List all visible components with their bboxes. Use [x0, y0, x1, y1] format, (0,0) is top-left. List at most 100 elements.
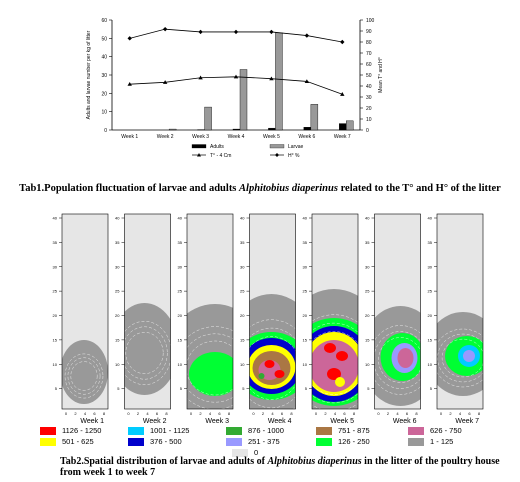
legend-item: 876 - 1000 — [226, 426, 284, 436]
point-marker — [304, 79, 310, 84]
legend-label: Larvae — [288, 144, 304, 150]
x-tick-label: 6 — [406, 411, 409, 416]
category-label: Week 7 — [334, 134, 351, 140]
left-tick-label: 30 — [101, 73, 107, 79]
y-tick-label: 30 — [178, 264, 183, 269]
legend-label: 876 - 1000 — [248, 426, 284, 435]
x-tick-label: 2 — [387, 411, 390, 416]
right-tick-label: 10 — [366, 117, 372, 123]
panel-2: 40 35 30 25 20 15 10 5 0 2 4 6 8 Week 2 — [115, 213, 171, 425]
y-tick-label: 30 — [115, 264, 120, 269]
chart-legend: Adults Larvae T° - 4 Cm H° % — [191, 144, 304, 159]
y-tick-label: 25 — [365, 289, 370, 294]
x-tick-label: 6 — [281, 411, 284, 416]
panel-3: 40 35 30 25 20 15 10 5 0 2 4 6 8 Week 3 — [178, 213, 234, 425]
legend-swatch — [269, 144, 285, 149]
y-tick-label: 30 — [428, 264, 433, 269]
y-tick-label: 40 — [178, 216, 183, 221]
x-tick-label: 0 — [377, 411, 380, 416]
point-marker — [198, 29, 203, 35]
x-tick-label: 4 — [334, 411, 337, 416]
x-tick-label: 4 — [459, 411, 462, 416]
density-region — [274, 370, 285, 378]
legend-label: 1 - 125 — [430, 437, 454, 446]
bar-adults — [232, 128, 241, 131]
right-tick-label: 40 — [366, 84, 372, 90]
category-label: Week 3 — [192, 134, 209, 140]
contour-line — [249, 319, 296, 409]
contour-line — [249, 327, 296, 409]
x-tick-label: 0 — [440, 411, 443, 416]
x-tick-label: 0 — [252, 411, 255, 416]
contour-line — [437, 333, 483, 383]
contour-line — [441, 338, 483, 378]
legend-swatch — [408, 427, 424, 436]
y-tick-label: 30 — [303, 264, 308, 269]
bar-adults — [268, 127, 276, 131]
y-tick-label: 35 — [240, 240, 245, 245]
panel-frame — [124, 213, 171, 410]
y-tick-label: 35 — [365, 240, 370, 245]
legend-label: 1001 - 1125 — [150, 426, 190, 435]
x-tick-label: 6 — [218, 411, 221, 416]
legend-label: Adults — [210, 144, 224, 150]
x-tick-label: 2 — [137, 411, 140, 416]
y-tick-label: 10 — [178, 362, 183, 367]
contour-line — [124, 326, 168, 380]
contour-line — [64, 353, 104, 399]
legend-swatch — [191, 144, 207, 149]
y-tick-label: 20 — [240, 313, 245, 318]
right-tick-label: 50 — [366, 73, 372, 79]
category-label: Week 2 — [157, 134, 174, 140]
y-tick-label: 20 — [53, 313, 58, 318]
panel-density — [374, 306, 421, 406]
contour-line — [187, 333, 233, 403]
y-tick-label: 15 — [303, 337, 308, 342]
x-tick-label: 4 — [271, 411, 274, 416]
panel-frame — [249, 213, 296, 410]
y-tick-label: 10 — [365, 362, 370, 367]
line-t-4-cm — [129, 76, 343, 95]
right-tick-label: 100 — [366, 18, 375, 24]
category-label: Week 6 — [298, 134, 315, 140]
y-tick-label: 35 — [178, 240, 183, 245]
x-tick-label: 2 — [262, 411, 265, 416]
x-tick-label: 4 — [84, 411, 87, 416]
caption1-species: Alphitobius diaperinus — [239, 183, 338, 194]
x-tick-label: 8 — [290, 411, 293, 416]
bar-adults — [339, 123, 347, 131]
density-region — [463, 350, 475, 362]
y-tick-label: 25 — [115, 289, 120, 294]
x-tick-label: 0 — [127, 411, 130, 416]
density-region — [324, 343, 336, 353]
y-tick-label: 35 — [303, 240, 308, 245]
bar-larvae — [346, 120, 354, 131]
legend-item: 751 - 875 — [316, 426, 370, 436]
y-tick-label: 10 — [240, 362, 245, 367]
legend-item: 0 — [232, 448, 258, 458]
legend-swatch — [408, 438, 424, 447]
legend-item: 626 - 750 — [408, 426, 462, 436]
y-tick-label: 35 — [428, 240, 433, 245]
panel-week-label: Week 3 — [205, 418, 229, 425]
density-region — [397, 348, 414, 368]
chart-bars — [168, 32, 354, 131]
legend-item: 1 - 125 — [408, 437, 454, 447]
caption1-tail: related to the T° and H° of the litter — [337, 183, 501, 194]
x-tick-label: 8 — [228, 411, 231, 416]
y-tick-label: 35 — [115, 240, 120, 245]
legend-label: 126 - 250 — [338, 437, 370, 446]
legend-marker — [275, 153, 279, 157]
panel-density — [312, 289, 358, 409]
x-tick-label: 0 — [315, 411, 318, 416]
legend-item: 1126 - 1250 — [40, 426, 101, 436]
table1-caption: Tab1.Population fluctuation of larvae an… — [0, 183, 520, 195]
y-tick-label: 15 — [115, 337, 120, 342]
chart-labels: 0 10 20 30 40 50 60 0 10 20 30 40 50 60 70 80 90 100 Adult… — [86, 18, 384, 140]
x-tick-label: 8 — [353, 411, 356, 416]
left-tick-label: 40 — [101, 55, 107, 61]
legend-swatch — [232, 449, 248, 458]
panel-density — [124, 303, 171, 395]
x-tick-label: 8 — [478, 411, 481, 416]
